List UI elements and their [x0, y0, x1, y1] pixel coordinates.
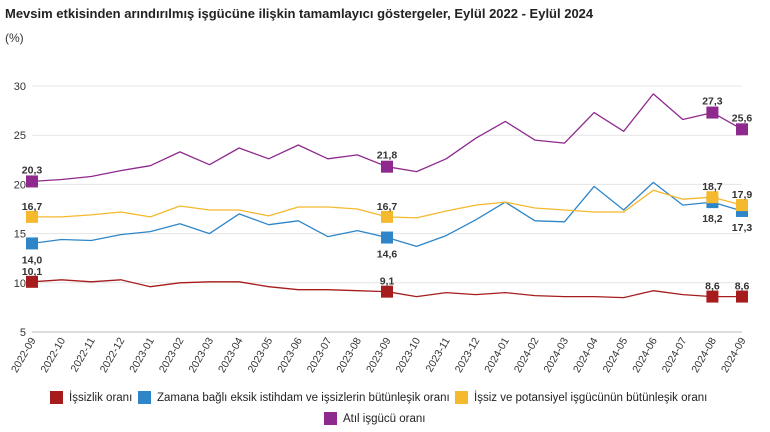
legend-swatch	[455, 391, 468, 404]
legend-item-3[interactable]: İşsiz ve potansiyel işgücünün bütünleşik…	[455, 391, 707, 404]
data-label: 9,1	[380, 276, 395, 288]
data-marker	[736, 123, 748, 136]
y-tick-label: 30	[14, 81, 26, 93]
x-tick-label: 2024-07	[660, 335, 690, 375]
legend-label: İşsiz ve potansiyel işgücünün bütünleşik…	[474, 391, 708, 404]
data-label: 14,6	[377, 249, 398, 261]
data-marker	[706, 106, 719, 119]
data-marker	[736, 290, 748, 303]
x-tick-label: 2024-08	[689, 335, 719, 375]
x-tick-label: 2023-09	[364, 335, 394, 375]
data-marker	[381, 285, 393, 298]
x-tick-label: 2023-05	[246, 335, 276, 375]
data-marker	[706, 290, 719, 303]
legend-item-1[interactable]: İşsizlik oranı	[50, 391, 132, 404]
x-tick-label: 2023-03	[186, 335, 216, 375]
x-tick-label: 2022-09	[9, 335, 39, 375]
x-tick-label: 2023-04	[216, 335, 246, 375]
data-label: 27,3	[702, 96, 723, 108]
y-tick-label: 25	[14, 130, 26, 142]
legend-item-4[interactable]: Atıl işgücü oranı	[324, 412, 425, 425]
y-tick-label: 15	[14, 229, 26, 241]
data-marker	[26, 237, 38, 250]
x-tick-label: 2024-01	[482, 335, 512, 375]
y-tick-label: 10	[14, 278, 26, 290]
data-label: 18,2	[702, 213, 723, 225]
y-tick-label: 20	[14, 179, 26, 191]
x-tick-label: 2023-02	[157, 335, 187, 375]
data-marker	[706, 191, 719, 204]
x-tick-label: 2023-12	[453, 335, 483, 375]
legend-swatch	[50, 391, 63, 404]
data-marker	[736, 199, 748, 212]
legend-label: Atıl işgücü oranı	[343, 412, 426, 425]
chart-title: Mevsim etkisinden arındırılmış işgücüne …	[5, 6, 594, 21]
data-marker	[26, 275, 38, 288]
data-label: 16,7	[377, 201, 398, 213]
legend-swatch	[324, 412, 337, 425]
x-tick-label: 2023-01	[127, 335, 157, 375]
data-label: 25,6	[732, 112, 753, 124]
data-label: 10,1	[22, 266, 43, 278]
data-label: 8,6	[705, 281, 720, 293]
x-tick-label: 2023-10	[394, 335, 424, 375]
x-tick-label: 2024-03	[541, 335, 571, 375]
x-tick-label: 2022-10	[39, 335, 69, 375]
x-tick-label: 2023-07	[305, 335, 335, 375]
data-label: 18,7	[702, 181, 723, 193]
x-tick-label: 2023-06	[275, 335, 305, 375]
data-label: 16,7	[22, 201, 43, 213]
x-tick-label: 2024-02	[512, 335, 542, 375]
x-tick-label: 2023-11	[423, 335, 452, 374]
data-marker	[26, 210, 38, 223]
data-label: 8,6	[735, 281, 750, 293]
x-tick-label: 2022-11	[68, 335, 97, 374]
x-tick-label: 2022-12	[98, 335, 128, 375]
data-marker	[381, 231, 393, 244]
x-tick-label: 2024-06	[630, 335, 660, 375]
x-tick-label: 2024-04	[571, 335, 601, 375]
x-tick-label: 2024-05	[601, 335, 631, 375]
x-tick-label: 2023-08	[334, 335, 364, 375]
data-label: 17,3	[732, 222, 753, 234]
legend-label: İşsizlik oranı	[69, 391, 133, 404]
data-label: 17,9	[732, 189, 753, 201]
legend-item-2[interactable]: Zamana bağlı eksik istihdam ve işsizleri…	[138, 391, 450, 404]
legend-label: Zamana bağlı eksik istihdam ve işsizleri…	[157, 391, 450, 404]
legend-swatch	[138, 391, 151, 404]
data-marker	[26, 175, 38, 188]
data-label: 20,3	[22, 164, 43, 176]
data-marker	[381, 210, 393, 223]
data-label: 21,8	[377, 150, 398, 162]
y-axis-unit: (%)	[5, 31, 24, 45]
x-tick-label: 2024-09	[719, 335, 749, 375]
y-tick-label: 5	[20, 327, 26, 339]
data-marker	[381, 160, 393, 173]
data-label: 14,0	[22, 254, 43, 266]
